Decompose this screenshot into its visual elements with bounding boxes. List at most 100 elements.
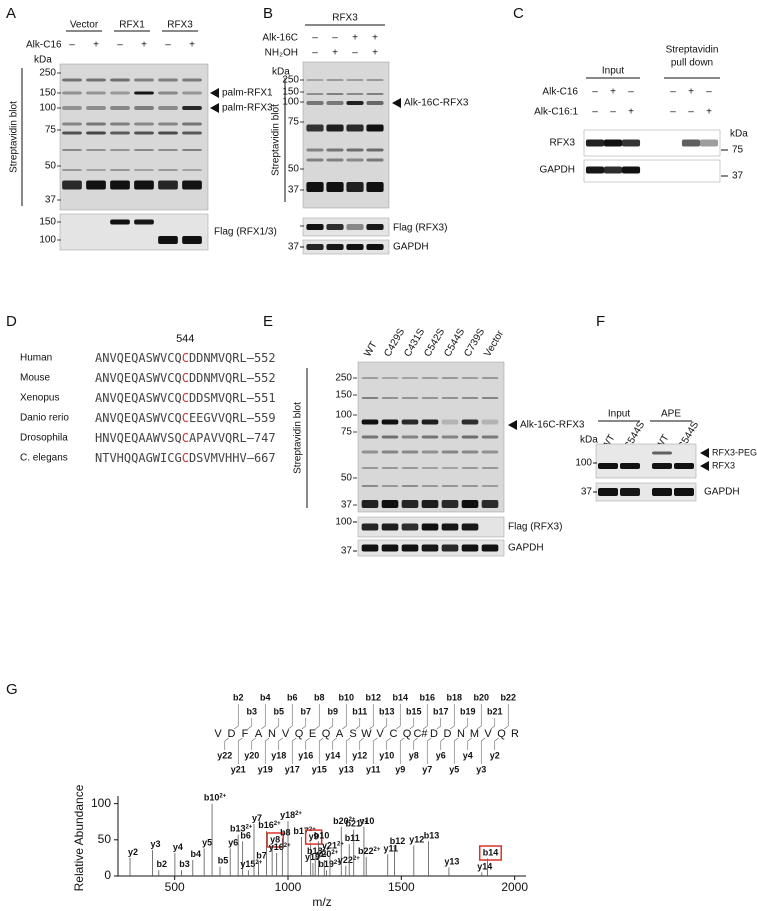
marker-label: 37 <box>45 195 57 206</box>
marker-label: 150 <box>39 217 56 228</box>
band <box>585 166 605 174</box>
band <box>306 101 324 105</box>
peak-ion: y16 <box>269 842 284 852</box>
sign: + <box>706 107 712 118</box>
sign: + <box>610 87 616 98</box>
band <box>346 158 364 162</box>
y-ion-label: y15 <box>312 764 327 774</box>
band <box>421 397 439 399</box>
peak-label: b202+ <box>333 816 356 826</box>
band <box>441 435 459 439</box>
peak-ion: b6 <box>240 831 251 841</box>
sign: – <box>117 40 123 51</box>
sequence-part: NTVHQQAGWICG <box>95 451 182 465</box>
rule <box>346 737 351 742</box>
y-ion-label: y17 <box>285 764 300 774</box>
peak-ion: b10 <box>314 831 330 841</box>
band <box>441 397 459 399</box>
band <box>421 419 439 425</box>
band <box>461 467 479 469</box>
y-ion-label: y18 <box>271 750 286 760</box>
x-tick-label: 2000 <box>501 880 528 894</box>
rule <box>238 737 243 742</box>
sign: + <box>628 107 634 118</box>
y-ion-label: y9 <box>395 764 405 774</box>
band <box>481 397 499 399</box>
peak-ion: y18 <box>280 810 295 820</box>
band <box>461 435 479 439</box>
band <box>401 467 419 469</box>
band <box>306 93 324 95</box>
rule <box>494 737 499 742</box>
band <box>366 79 384 81</box>
band <box>62 122 82 126</box>
marker-label: 37 <box>288 242 300 253</box>
peak-ion: y8 <box>270 835 280 845</box>
peak-label: y192+ <box>305 852 327 862</box>
arrow-label: Alk-16C-RFX3 <box>520 420 585 431</box>
y-ion-label: y10 <box>379 750 394 760</box>
blot-label: GAPDH <box>508 543 544 554</box>
band <box>110 122 130 126</box>
peak-label: y10 <box>359 816 374 826</box>
band <box>381 450 399 454</box>
residue: F <box>242 728 249 740</box>
b-ion-label: b12 <box>365 692 381 702</box>
band <box>361 397 379 399</box>
residue: V <box>214 728 222 740</box>
band <box>366 182 384 192</box>
band <box>361 500 379 508</box>
residue: D <box>444 728 452 740</box>
peak-label: b132+ <box>230 824 253 834</box>
band <box>346 93 364 95</box>
peak-charge: 2+ <box>323 847 330 853</box>
rule <box>328 725 333 730</box>
y-ion-label: y12 <box>352 750 367 760</box>
band <box>110 169 130 171</box>
band <box>461 377 479 379</box>
peak-label: y5 <box>202 838 212 848</box>
peak-label: b2 <box>157 860 168 870</box>
arrow-label: RFX3-PEG <box>712 447 757 457</box>
b-ion-label: b21 <box>487 706 503 716</box>
sequence-part: ANVQEQASWVCQ <box>95 351 182 365</box>
peak-label: y3 <box>150 839 160 849</box>
band <box>366 148 384 152</box>
species-label: Human <box>20 353 52 364</box>
marker-label: 50 <box>341 473 353 484</box>
group-label: pull down <box>671 58 713 69</box>
sign: – <box>688 107 694 118</box>
y-ion-label: y3 <box>476 764 486 774</box>
band <box>381 544 399 552</box>
band <box>603 166 623 174</box>
band <box>381 467 399 469</box>
band <box>361 467 379 469</box>
sign: + <box>189 40 195 51</box>
marker-label: 100 <box>39 103 56 114</box>
peak-label: b5 <box>218 856 229 866</box>
marker-label: 75 <box>732 145 744 156</box>
blot <box>583 159 721 183</box>
peak-charge: 2+ <box>255 860 262 866</box>
band <box>86 122 106 126</box>
band <box>361 485 379 487</box>
sign: – <box>628 87 634 98</box>
arrowhead <box>700 448 709 458</box>
y-ion-label: y7 <box>422 764 432 774</box>
marker-label: 250 <box>39 68 56 79</box>
band <box>441 523 459 531</box>
blot-label: Streptavidin blot <box>293 402 304 474</box>
y-ion-label: y6 <box>436 750 446 760</box>
marker-label: 150 <box>39 88 56 99</box>
arrow-label: RFX3 <box>712 460 735 470</box>
band <box>620 488 640 496</box>
sign: – <box>592 107 598 118</box>
y-ion-label: y22 <box>217 750 232 760</box>
blot-label: Streptavidin blot <box>9 101 20 173</box>
band <box>182 78 202 82</box>
band <box>461 397 479 399</box>
band <box>158 122 178 126</box>
marker-label: 50 <box>288 164 300 175</box>
peak-ion: y3 <box>150 839 160 849</box>
